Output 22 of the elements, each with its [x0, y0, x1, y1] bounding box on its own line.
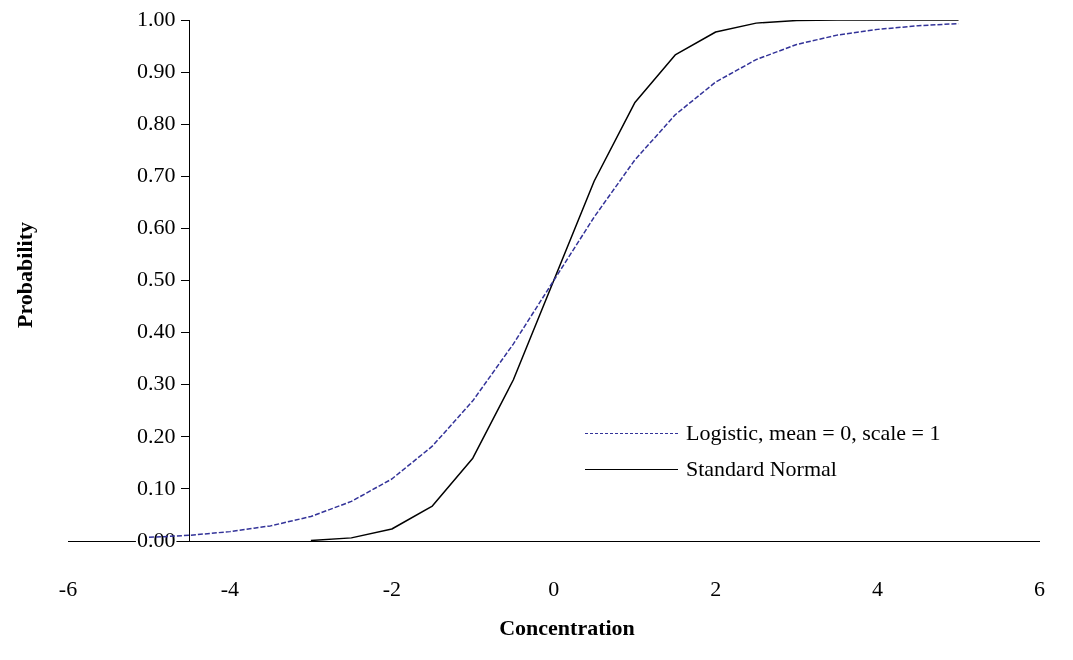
- x-tick-label: 6: [1034, 575, 1045, 601]
- y-tick-label: 0.80: [136, 109, 176, 135]
- y-tick-label: 0.00: [136, 526, 176, 552]
- y-tick-label: 0.10: [136, 474, 176, 500]
- legend-label: Standard Normal: [686, 456, 837, 482]
- y-tick-label: 0.30: [136, 370, 176, 396]
- legend-label: Logistic, mean = 0, scale = 1: [686, 420, 941, 446]
- x-tick-label: -4: [220, 575, 240, 601]
- y-axis-title: Probability: [12, 222, 38, 328]
- y-tick-label: 1.00: [136, 5, 176, 31]
- x-tick-label: 4: [872, 575, 884, 601]
- y-tick-label: 0.20: [136, 422, 176, 448]
- x-tick-label: 0: [548, 575, 560, 601]
- x-tick-label: 2: [710, 575, 722, 601]
- y-tick-label: 0.60: [136, 214, 176, 240]
- y-tick-label: 0.70: [136, 162, 176, 188]
- y-tick-label: 0.40: [136, 318, 176, 344]
- x-axis-title: Concentration: [499, 615, 635, 641]
- x-tick-label: -6: [58, 575, 78, 601]
- x-tick-label: -2: [382, 575, 401, 601]
- y-tick-label: 0.50: [136, 266, 176, 292]
- y-tick-label: 0.90: [136, 57, 176, 83]
